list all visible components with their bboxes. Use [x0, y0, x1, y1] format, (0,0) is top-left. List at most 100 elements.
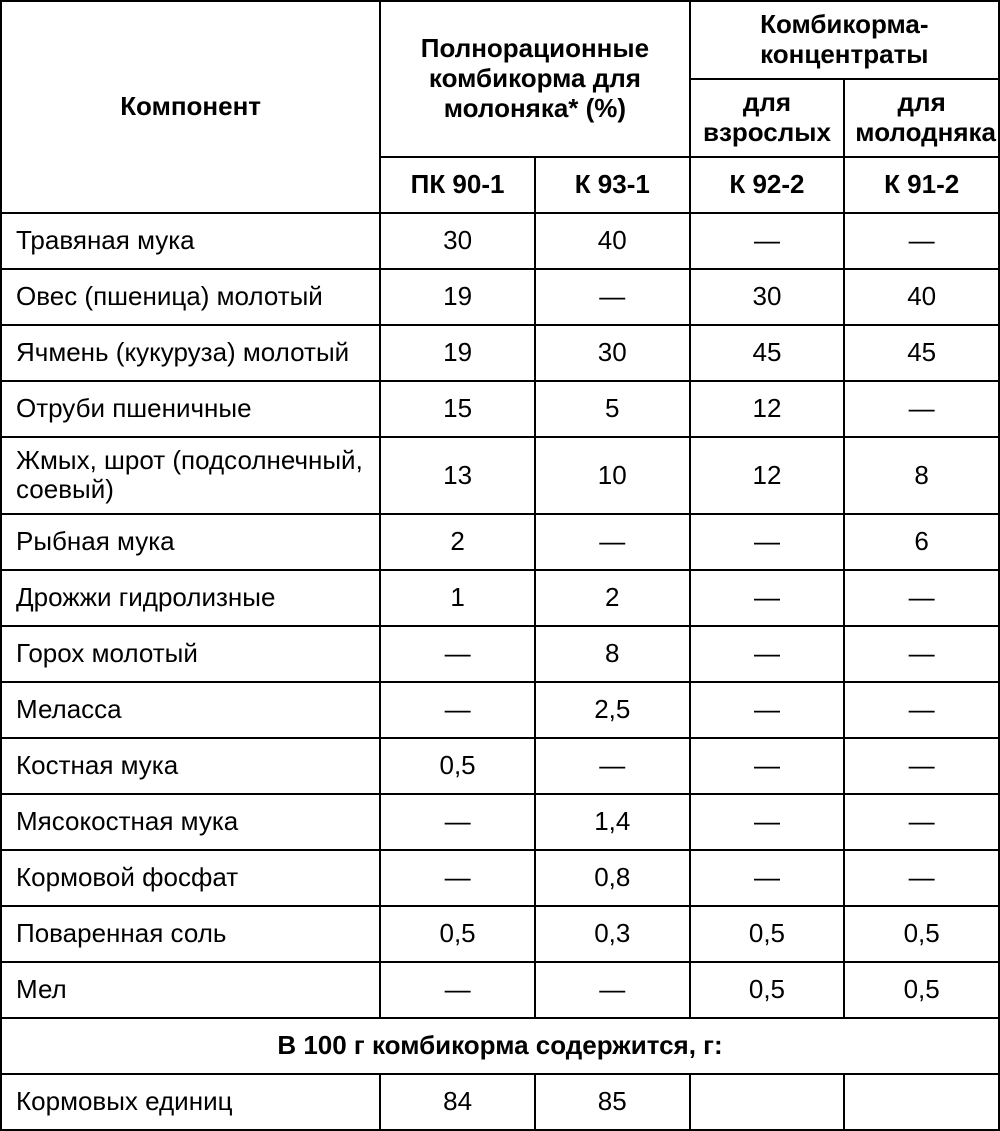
row-label: Отруби пшеничные — [1, 381, 380, 437]
row-value: — — [844, 213, 999, 269]
row-value: — — [380, 682, 535, 738]
header-component: Компонент — [1, 1, 380, 213]
row-label: Кормовых единиц — [1, 1074, 380, 1130]
row-label: Горох молотый — [1, 626, 380, 682]
header-code-k-91-2: К 91-2 — [844, 157, 999, 213]
row-value: 1,4 — [535, 794, 690, 850]
row-value: — — [380, 626, 535, 682]
header-sub-young: для молодняка — [844, 79, 999, 157]
table-row: Ячмень (кукуруза) молотый19304545 — [1, 325, 999, 381]
row-value: 0,5 — [844, 906, 999, 962]
row-label: Костная мука — [1, 738, 380, 794]
feed-composition-table: Компонент Полнорационные комбикорма для … — [0, 0, 1000, 1131]
row-value: — — [690, 850, 845, 906]
table-row: Овес (пшеница) молотый19—3040 — [1, 269, 999, 325]
row-value: — — [690, 794, 845, 850]
table-row: Костная мука0,5——— — [1, 738, 999, 794]
row-value: 0,5 — [690, 906, 845, 962]
row-label: Мел — [1, 962, 380, 1018]
table-row: Отруби пшеничные15512— — [1, 381, 999, 437]
row-value: — — [380, 962, 535, 1018]
row-label: Мясокостная мука — [1, 794, 380, 850]
table-row: Рыбная мука2——6 — [1, 514, 999, 570]
row-value: 6 — [844, 514, 999, 570]
row-value: 0,5 — [844, 962, 999, 1018]
table-row: Кормовых единиц8485 — [1, 1074, 999, 1130]
table-row: Горох молотый—8—— — [1, 626, 999, 682]
row-label: Рыбная мука — [1, 514, 380, 570]
row-value: 5 — [535, 381, 690, 437]
row-value — [844, 1074, 999, 1130]
row-value: 12 — [690, 381, 845, 437]
row-value: — — [844, 794, 999, 850]
row-value: — — [690, 682, 845, 738]
row-value: — — [844, 626, 999, 682]
row-value: 30 — [380, 213, 535, 269]
table-row: Мясокостная мука—1,4—— — [1, 794, 999, 850]
header-code-k-93-1: К 93-1 — [535, 157, 690, 213]
row-value: — — [535, 269, 690, 325]
row-value: — — [844, 738, 999, 794]
row-value: 15 — [380, 381, 535, 437]
row-value: 13 — [380, 437, 535, 515]
header-group-full-ration: Полнорационные комбикорма для молоняка* … — [380, 1, 689, 157]
row-value: 85 — [535, 1074, 690, 1130]
row-value: 0,8 — [535, 850, 690, 906]
header-sub-adults: для взрослых — [690, 79, 845, 157]
table-row: Меласса—2,5—— — [1, 682, 999, 738]
row-value — [690, 1074, 845, 1130]
header-code-k-92-2: К 92-2 — [690, 157, 845, 213]
table-row: Дрожжи гидролизные12—— — [1, 570, 999, 626]
row-value: — — [844, 570, 999, 626]
table-row: Жмых, шрот (подсолнечный, соевый)1310128 — [1, 437, 999, 515]
row-label: Поваренная соль — [1, 906, 380, 962]
header-group-concentrates: Комбикорма-концентраты — [690, 1, 999, 79]
row-value: — — [380, 850, 535, 906]
row-value: 0,5 — [380, 906, 535, 962]
row-value: 8 — [535, 626, 690, 682]
row-value: 45 — [690, 325, 845, 381]
row-label: Дрожжи гидролизные — [1, 570, 380, 626]
header-code-pk-90-1: ПК 90-1 — [380, 157, 535, 213]
row-label: Ячмень (кукуруза) молотый — [1, 325, 380, 381]
row-value: 1 — [380, 570, 535, 626]
row-value: 84 — [380, 1074, 535, 1130]
row-label: Меласса — [1, 682, 380, 738]
row-value: — — [380, 794, 535, 850]
row-value: — — [535, 962, 690, 1018]
row-value: 8 — [844, 437, 999, 515]
section-heading-100g: В 100 г комбикорма содержится, г: — [1, 1018, 999, 1074]
row-value: 40 — [535, 213, 690, 269]
table-row: Мел——0,50,5 — [1, 962, 999, 1018]
row-label: Травяная мука — [1, 213, 380, 269]
row-value: — — [535, 514, 690, 570]
row-value: — — [844, 850, 999, 906]
row-value: — — [690, 626, 845, 682]
row-value: 40 — [844, 269, 999, 325]
row-value: 12 — [690, 437, 845, 515]
row-value: 19 — [380, 325, 535, 381]
row-value: 10 — [535, 437, 690, 515]
table-row: Травяная мука3040—— — [1, 213, 999, 269]
row-value: 0,5 — [690, 962, 845, 1018]
row-value: — — [535, 738, 690, 794]
row-value: — — [844, 381, 999, 437]
row-value: 0,3 — [535, 906, 690, 962]
row-value: 0,5 — [380, 738, 535, 794]
row-value: — — [844, 682, 999, 738]
row-value: 19 — [380, 269, 535, 325]
row-value: 30 — [690, 269, 845, 325]
row-label: Кормовой фосфат — [1, 850, 380, 906]
row-value: — — [690, 570, 845, 626]
table-row: Кормовой фосфат—0,8—— — [1, 850, 999, 906]
row-value: — — [690, 738, 845, 794]
row-label: Жмых, шрот (подсолнечный, соевый) — [1, 437, 380, 515]
row-value: 2,5 — [535, 682, 690, 738]
row-label: Овес (пшеница) молотый — [1, 269, 380, 325]
row-value: 45 — [844, 325, 999, 381]
row-value: 2 — [380, 514, 535, 570]
row-value: — — [690, 514, 845, 570]
row-value: 30 — [535, 325, 690, 381]
table-row: Поваренная соль0,50,30,50,5 — [1, 906, 999, 962]
row-value: — — [690, 213, 845, 269]
